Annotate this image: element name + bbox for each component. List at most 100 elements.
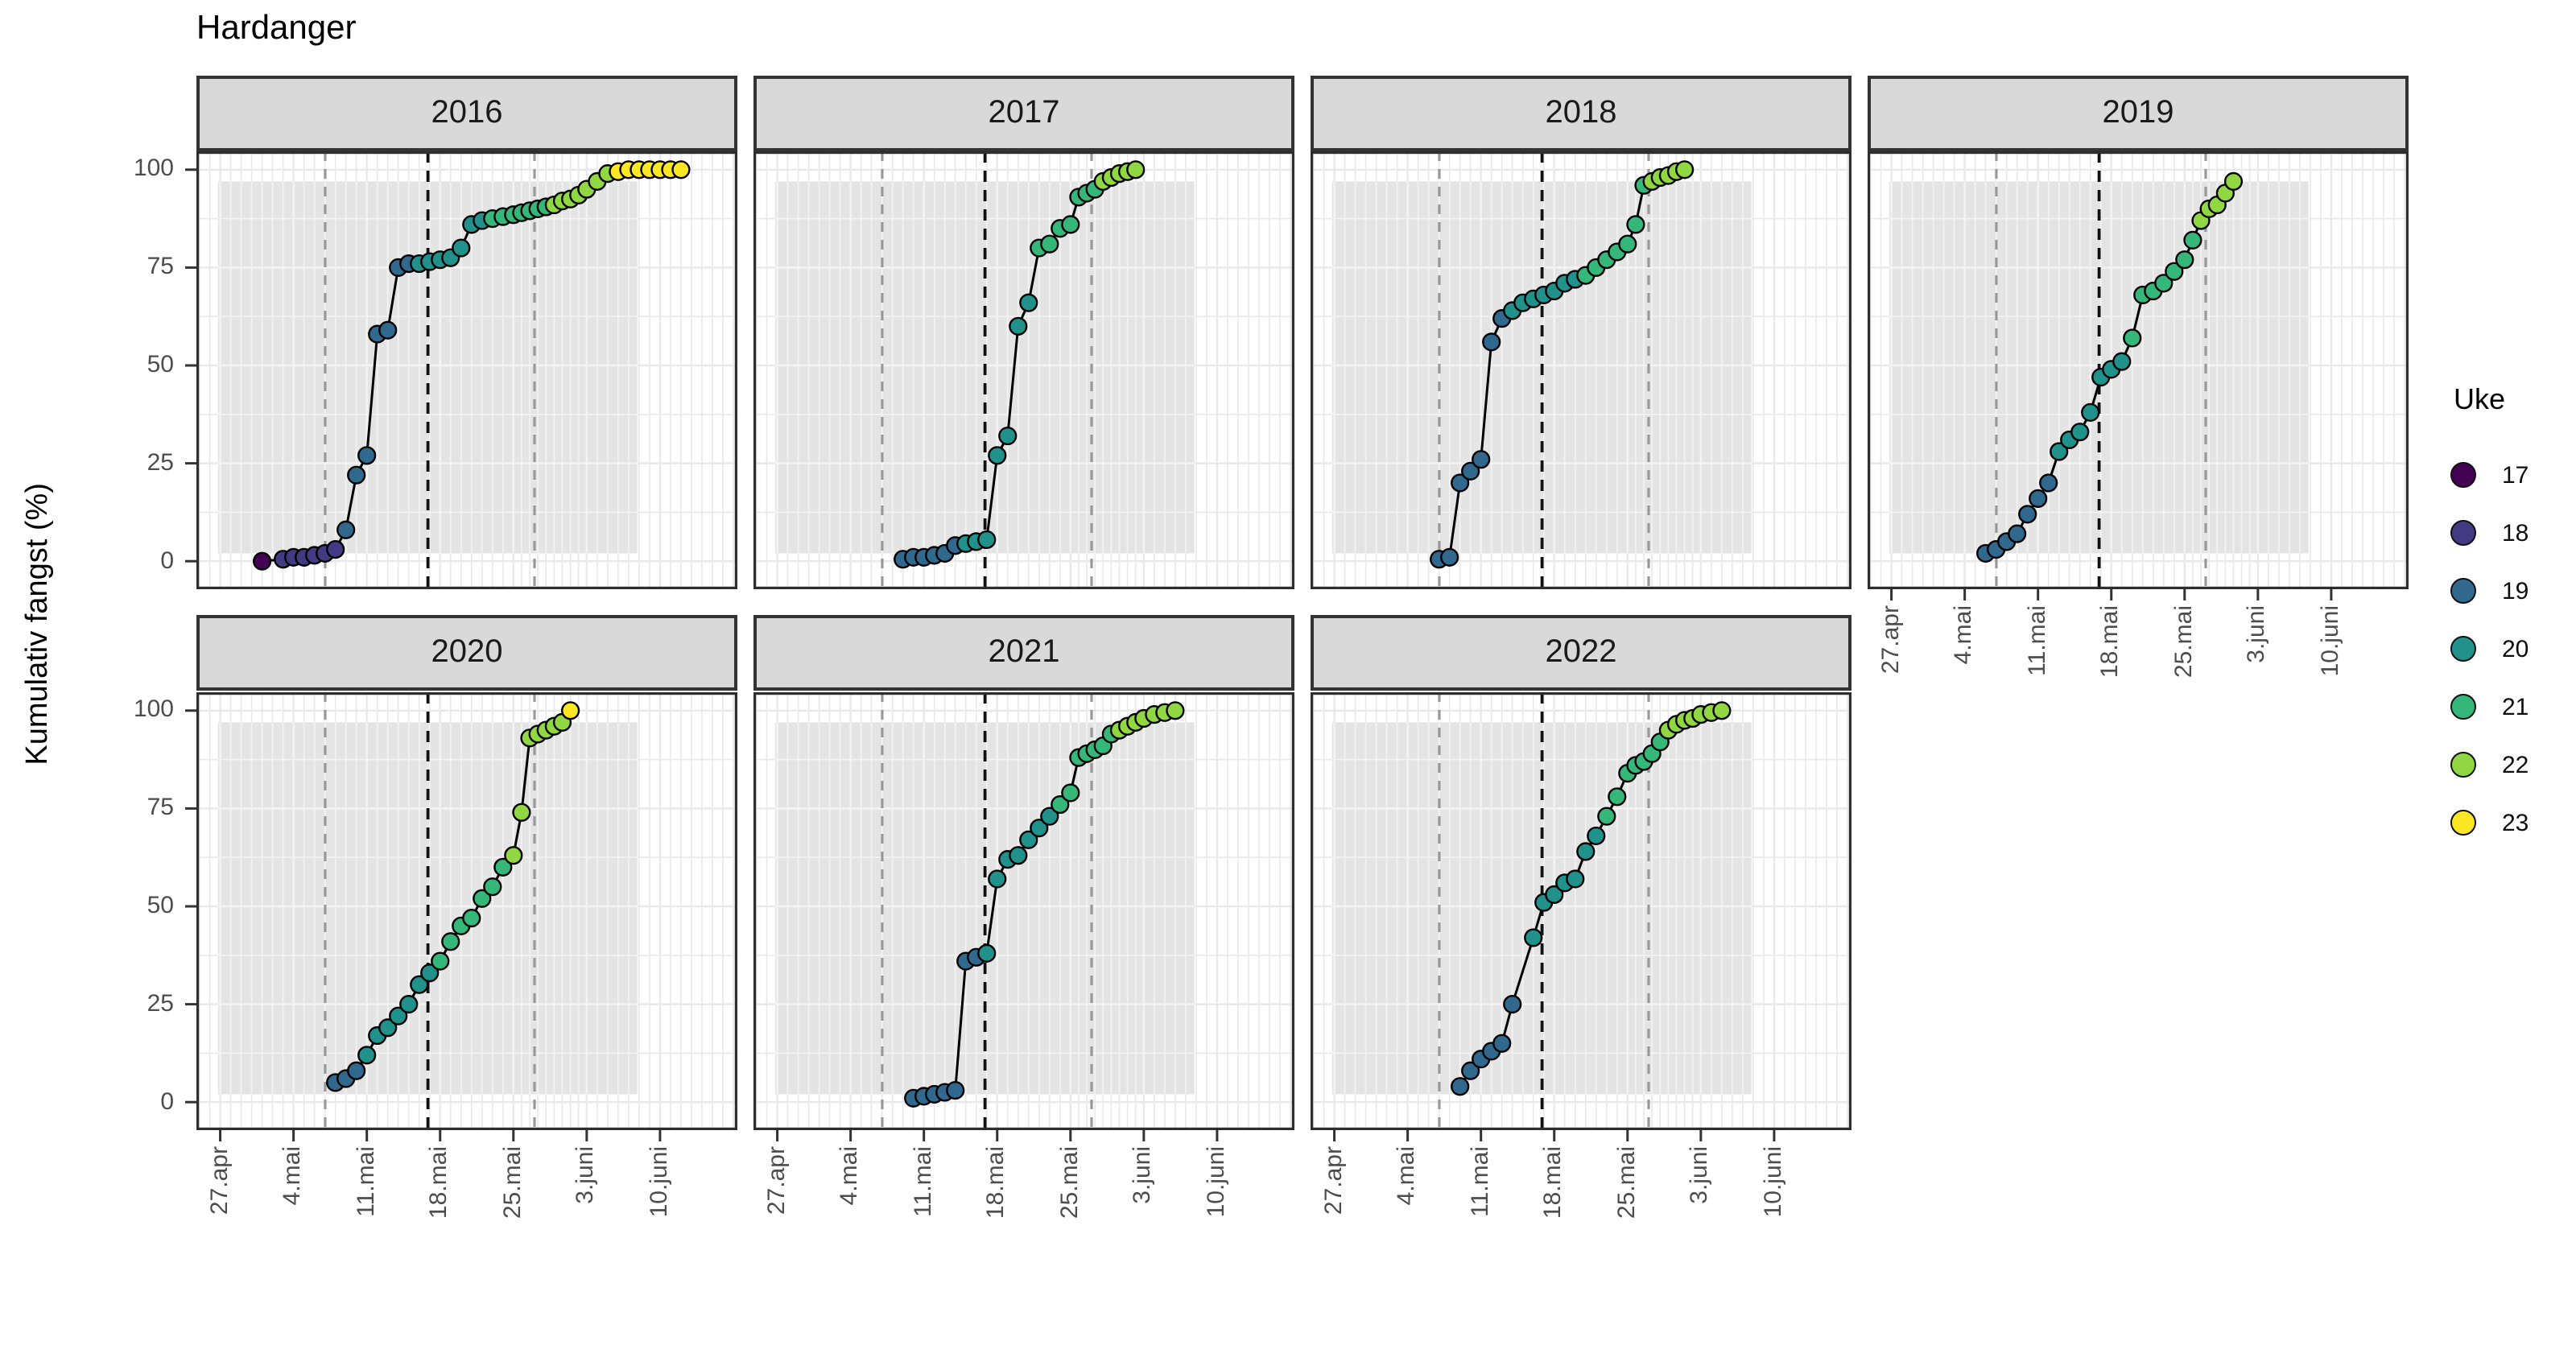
- legend-entry-week-18: 18: [2450, 504, 2529, 562]
- legend: Uke 17 18 19 20 21 22 23: [2450, 383, 2529, 852]
- y-axis-ticks: [185, 709, 196, 1104]
- y-tick-label: 75: [147, 794, 174, 822]
- data-point-week-19: [1503, 995, 1522, 1014]
- legend-label: 18: [2502, 519, 2529, 547]
- legend-key-circle-icon: [2450, 694, 2476, 720]
- facet-panel-2017: [753, 151, 1294, 589]
- data-point-week-20: [357, 1046, 377, 1065]
- facet-strip-label: 2016: [431, 95, 503, 130]
- data-point-week-21: [493, 857, 513, 877]
- legend-label: 17: [2502, 461, 2529, 489]
- data-point-week-19: [1451, 1077, 1470, 1096]
- x-tick-label: 27.apr: [1876, 605, 1905, 675]
- panel-border: [1311, 151, 1852, 589]
- panel-border: [196, 692, 737, 1130]
- gridlines: [217, 722, 638, 1095]
- data-point-week-21: [1040, 234, 1059, 254]
- data-point-week-19: [1451, 473, 1470, 493]
- facet-panel-2016: [185, 151, 737, 589]
- x-axis-ticks: [1333, 1130, 1776, 1141]
- facet-strip-label: 2018: [1545, 95, 1617, 130]
- x-tick-label: 4.mai: [836, 1146, 864, 1206]
- data-point-week-19: [1492, 1034, 1512, 1053]
- x-tick-label: 18.mai: [982, 1146, 1010, 1219]
- data-point-week-23: [671, 160, 691, 180]
- data-point-week-21: [1618, 234, 1637, 254]
- legend-key-circle-icon: [2450, 578, 2476, 604]
- x-tick-label: 3.juni: [2243, 605, 2271, 663]
- x-tick-label: 18.mai: [425, 1146, 453, 1219]
- gridlines: [774, 722, 1195, 1095]
- data-point-week-19: [378, 320, 398, 340]
- y-tick-label: 100: [133, 155, 174, 183]
- data-point-week-20: [1019, 830, 1038, 849]
- y-tick-label: 100: [133, 695, 174, 724]
- x-tick-label: 4.mai: [279, 1146, 307, 1206]
- facet-strip-2018: 2018: [1311, 76, 1852, 151]
- data-point-week-21: [2175, 250, 2194, 270]
- data-point-week-22: [2223, 171, 2244, 192]
- data-point-week-20: [1030, 819, 1049, 838]
- facet-panel-2021: [753, 692, 1294, 1141]
- facet-panel-2022: [1311, 692, 1852, 1141]
- data-point-week-21: [2165, 262, 2184, 281]
- data-point-week-20: [399, 995, 419, 1014]
- x-tick-label: 18.mai: [1539, 1146, 1567, 1219]
- x-tick-label: 25.mai: [1612, 1146, 1641, 1219]
- data-point-week-19: [357, 446, 377, 465]
- x-tick-label: 25.mai: [498, 1146, 526, 1219]
- data-point-week-19: [946, 1081, 965, 1100]
- data-points: [1976, 171, 2244, 563]
- data-point-week-21: [1061, 215, 1080, 234]
- facet-strip-2022: 2022: [1311, 615, 1852, 691]
- facet-strip-label: 2020: [431, 634, 503, 670]
- legend-key-circle-icon: [2450, 462, 2476, 488]
- gridlines: [1889, 181, 2309, 554]
- x-axis-ticks: [1890, 589, 2333, 600]
- data-point-week-21: [1597, 807, 1616, 826]
- facet-strip-label: 2021: [988, 634, 1060, 670]
- data-point-week-22: [512, 803, 531, 822]
- x-axis-ticks: [776, 1130, 1219, 1141]
- legend-label: 23: [2502, 809, 2529, 836]
- x-tick-label: 10.juni: [1202, 1146, 1230, 1218]
- data-point-week-20: [988, 869, 1007, 889]
- data-point-week-20: [389, 1006, 408, 1025]
- data-point-week-20: [1009, 316, 1028, 336]
- data-point-week-21: [2123, 328, 2142, 348]
- legend-entry-week-21: 21: [2450, 678, 2529, 736]
- x-tick-label: 11.mai: [909, 1146, 937, 1217]
- data-point-week-20: [1545, 885, 1564, 904]
- y-tick-label: 0: [160, 1087, 174, 1116]
- data-point-week-20: [1009, 846, 1028, 865]
- data-point-week-21: [1051, 794, 1070, 815]
- legend-entries: 17 18 19 20 21 22 23: [2450, 446, 2529, 852]
- facet-panel-2018: [1311, 151, 1852, 589]
- legend-title: Uke: [2454, 383, 2506, 415]
- data-point-week-20: [2070, 423, 2090, 442]
- data-point-week-19: [1472, 450, 1491, 469]
- legend-key-circle-icon: [2450, 520, 2476, 546]
- data-point-week-20: [2112, 352, 2132, 371]
- facet-strip-label: 2017: [988, 95, 1060, 130]
- y-tick-label: 50: [147, 892, 174, 919]
- data-point-week-21: [2183, 230, 2202, 250]
- data-point-week-21: [1061, 783, 1080, 803]
- facet-strip-2021: 2021: [753, 615, 1294, 691]
- x-tick-label: 18.mai: [2096, 605, 2124, 679]
- data-point-week-20: [977, 943, 997, 963]
- y-tick-label: 50: [147, 351, 174, 378]
- data-point-week-20: [2081, 402, 2100, 422]
- x-tick-label: 4.mai: [1950, 605, 1978, 665]
- data-point-week-19: [1440, 547, 1459, 567]
- data-point-week-20: [977, 530, 997, 550]
- data-point-week-20: [1566, 869, 1585, 889]
- legend-entry-week-17: 17: [2450, 446, 2529, 504]
- data-point-week-17: [252, 551, 272, 571]
- data-point-week-19: [1461, 1061, 1480, 1080]
- data-point-week-21: [1626, 215, 1645, 234]
- data-points: [1430, 160, 1695, 569]
- x-tick-label: 11.mai: [2023, 605, 2051, 676]
- legend-key-circle-icon: [2450, 752, 2476, 778]
